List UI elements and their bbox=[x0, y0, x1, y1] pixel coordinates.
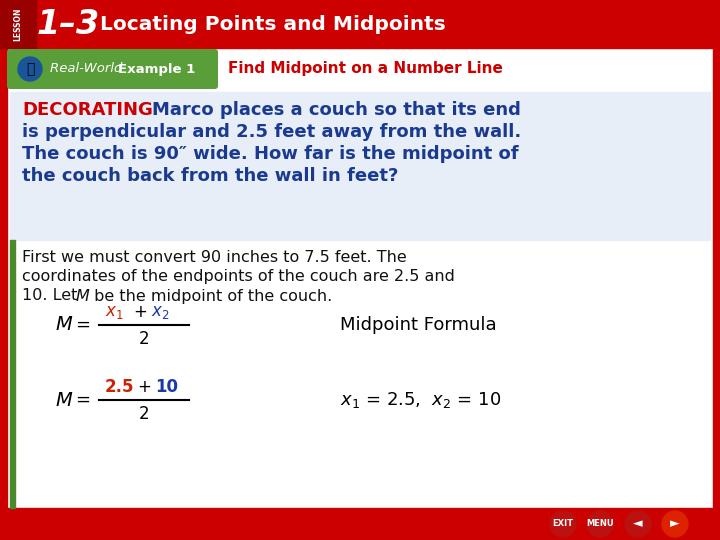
Text: =: = bbox=[75, 391, 90, 409]
Text: Midpoint Formula: Midpoint Formula bbox=[340, 316, 497, 334]
Circle shape bbox=[662, 511, 688, 537]
Text: 2.5: 2.5 bbox=[105, 378, 135, 396]
Bar bbox=[10, 240, 15, 508]
Bar bbox=[0, 0, 36, 48]
Text: Find Midpoint on a Number Line: Find Midpoint on a Number Line bbox=[228, 62, 503, 77]
Bar bbox=[713, 48, 720, 540]
Bar bbox=[0, 0, 720, 48]
Text: $M$: $M$ bbox=[55, 390, 73, 409]
Text: 2: 2 bbox=[139, 330, 149, 348]
Text: MENU: MENU bbox=[586, 519, 614, 529]
Text: Marco places a couch so that its end: Marco places a couch so that its end bbox=[152, 101, 521, 119]
Text: $M$: $M$ bbox=[55, 315, 73, 334]
Bar bbox=[0, 508, 720, 540]
Text: ◄: ◄ bbox=[633, 517, 643, 530]
FancyBboxPatch shape bbox=[7, 49, 218, 89]
Text: 10. Let: 10. Let bbox=[22, 288, 83, 303]
Text: =: = bbox=[75, 316, 90, 334]
Text: coordinates of the endpoints of the couch are 2.5 and: coordinates of the endpoints of the couc… bbox=[22, 269, 455, 285]
Text: 2: 2 bbox=[139, 405, 149, 423]
Circle shape bbox=[587, 511, 613, 537]
Text: be the midpoint of the couch.: be the midpoint of the couch. bbox=[89, 288, 332, 303]
Text: EXIT: EXIT bbox=[552, 519, 574, 529]
Text: +: + bbox=[133, 303, 147, 321]
Circle shape bbox=[625, 511, 651, 537]
Text: 🌍: 🌍 bbox=[26, 62, 34, 76]
Text: LESSON: LESSON bbox=[14, 7, 22, 40]
Text: Locating Points and Midpoints: Locating Points and Midpoints bbox=[100, 15, 446, 33]
Text: DECORATING: DECORATING bbox=[22, 101, 153, 119]
Text: 1–3: 1–3 bbox=[37, 8, 99, 40]
Circle shape bbox=[550, 511, 576, 537]
Text: 10: 10 bbox=[155, 378, 178, 396]
Text: The couch is 90″ wide. How far is the midpoint of: The couch is 90″ wide. How far is the mi… bbox=[22, 145, 518, 163]
Text: the couch back from the wall in feet?: the couch back from the wall in feet? bbox=[22, 167, 398, 185]
Text: $x_2$: $x_2$ bbox=[151, 303, 169, 321]
Text: $x_1$: $x_1$ bbox=[105, 303, 124, 321]
Text: Example 1: Example 1 bbox=[118, 63, 195, 76]
Text: $x_1$ = 2.5,  $x_2$ = 10: $x_1$ = 2.5, $x_2$ = 10 bbox=[340, 390, 501, 410]
Circle shape bbox=[18, 57, 42, 81]
Text: ►: ► bbox=[670, 517, 680, 530]
Bar bbox=[0, 48, 7, 540]
Bar bbox=[10, 92, 710, 240]
Text: First we must convert 90 inches to 7.5 feet. The: First we must convert 90 inches to 7.5 f… bbox=[22, 251, 407, 266]
Text: Real-World: Real-World bbox=[50, 63, 127, 76]
Text: $M$: $M$ bbox=[75, 288, 91, 304]
Text: is perpendicular and 2.5 feet away from the wall.: is perpendicular and 2.5 feet away from … bbox=[22, 123, 521, 141]
Text: +: + bbox=[137, 378, 151, 396]
